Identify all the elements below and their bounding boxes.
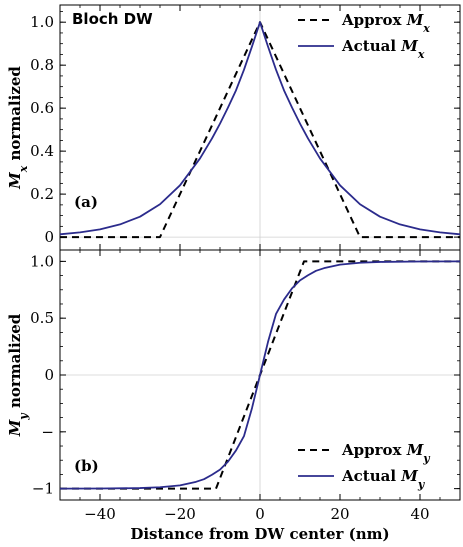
x-axis-label: Distance from DW center (nm) — [130, 525, 389, 543]
y-tick-label: 0.6 — [30, 99, 54, 117]
panel-b-series — [59, 260, 461, 490]
y-tick-label: 0.2 — [30, 185, 54, 203]
y-tick-label: 1.0 — [30, 13, 54, 31]
actual-series-line — [59, 260, 461, 490]
panel-label-a: (a) — [74, 193, 98, 211]
x-tick-label: 0 — [255, 505, 265, 523]
panel-label-b: (b) — [74, 457, 99, 475]
panel-a-x-ticks — [59, 5, 461, 250]
x-tick-label: 20 — [330, 505, 349, 523]
y-tick-label: −1 — [32, 480, 54, 498]
y-tick-label: 0 — [44, 366, 54, 384]
y-axis-label-b: My normalized — [6, 313, 30, 437]
legend-label: Actual Mx — [341, 37, 425, 61]
panel-a-series — [59, 21, 461, 239]
y-tick-label: 0.4 — [30, 142, 54, 160]
y-tick-label: − — [41, 423, 54, 441]
y-tick-label: 0.8 — [30, 56, 54, 74]
y-tick-label: 1.0 — [30, 252, 54, 270]
panel-b: −1 − 0 0.5 1.0 −40 −20 0 20 40 (b) Approx MyActu… — [6, 249, 461, 543]
x-tick-label: −20 — [164, 505, 196, 523]
actual-series-line — [59, 21, 461, 236]
x-tick-label: 40 — [410, 505, 429, 523]
legend-label: Actual My — [341, 467, 426, 491]
panel-a: 0 0.2 0.4 0.6 0.8 1.0 Bloch DW (a) Approx MxA… — [6, 4, 461, 251]
legend-label: Approx My — [341, 441, 431, 465]
x-tick-label: −40 — [84, 505, 116, 523]
panel-b-x-ticks: −40 −20 0 20 40 — [59, 250, 461, 523]
legend-label: Approx Mx — [341, 11, 430, 35]
y-tick-label: 0 — [44, 228, 54, 246]
chart-title: Bloch DW — [72, 10, 153, 28]
panel-a-y-ticks: 0 0.2 0.4 0.6 0.8 1.0 — [30, 11, 460, 246]
y-tick-label: 0.5 — [30, 309, 54, 327]
y-axis-label-a: Mx normalized — [6, 66, 30, 190]
